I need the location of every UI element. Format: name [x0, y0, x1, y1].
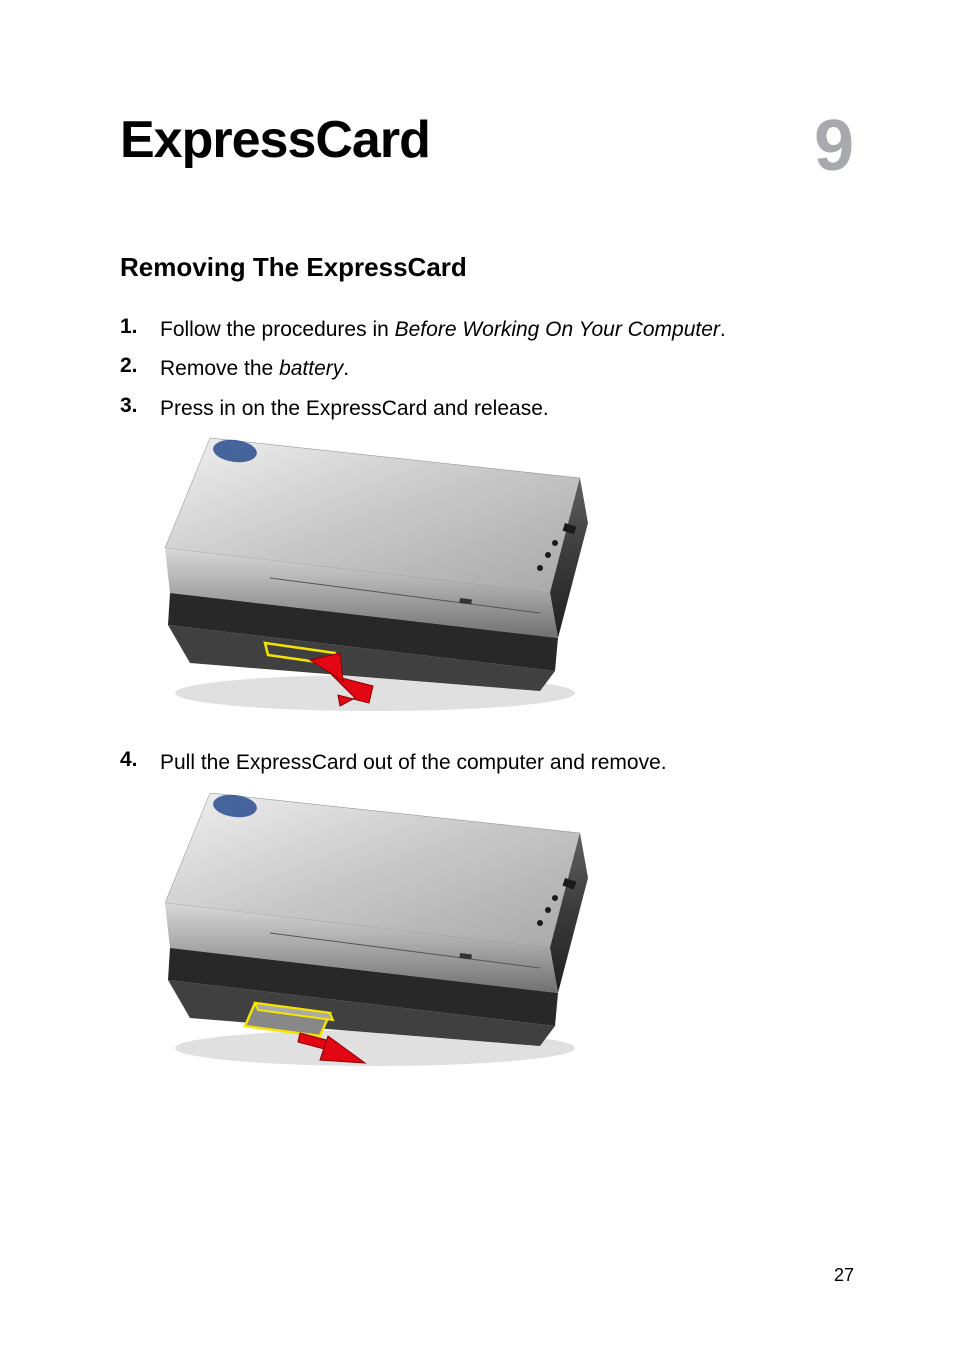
step-number: 4.: [120, 748, 160, 777]
chapter-number: 9: [814, 110, 854, 182]
figure-pull-expresscard: [160, 788, 590, 1073]
step-item: 4. Pull the ExpressCard out of the compu…: [120, 748, 854, 777]
step-number: 2.: [120, 354, 160, 383]
step-text: Follow the procedures in Before Working …: [160, 315, 726, 344]
step-text: Remove the battery.: [160, 354, 349, 383]
chapter-header: ExpressCard 9: [120, 110, 854, 182]
step-number: 3.: [120, 394, 160, 423]
laptop-illustration-icon: [160, 433, 590, 718]
chapter-title: ExpressCard: [120, 110, 430, 170]
step-number: 1.: [120, 315, 160, 344]
step-text: Pull the ExpressCard out of the computer…: [160, 748, 667, 777]
steps-list-continued: 4. Pull the ExpressCard out of the compu…: [120, 748, 854, 777]
step-item: 1. Follow the procedures in Before Worki…: [120, 315, 854, 344]
page-number: 27: [834, 1265, 854, 1286]
step-item: 2. Remove the battery.: [120, 354, 854, 383]
section-title: Removing The ExpressCard: [120, 252, 854, 283]
step-item: 3. Press in on the ExpressCard and relea…: [120, 394, 854, 423]
step-text: Press in on the ExpressCard and release.: [160, 394, 549, 423]
laptop-illustration-icon: [160, 788, 590, 1073]
figure-press-expresscard: [160, 433, 590, 718]
steps-list: 1. Follow the procedures in Before Worki…: [120, 315, 854, 423]
